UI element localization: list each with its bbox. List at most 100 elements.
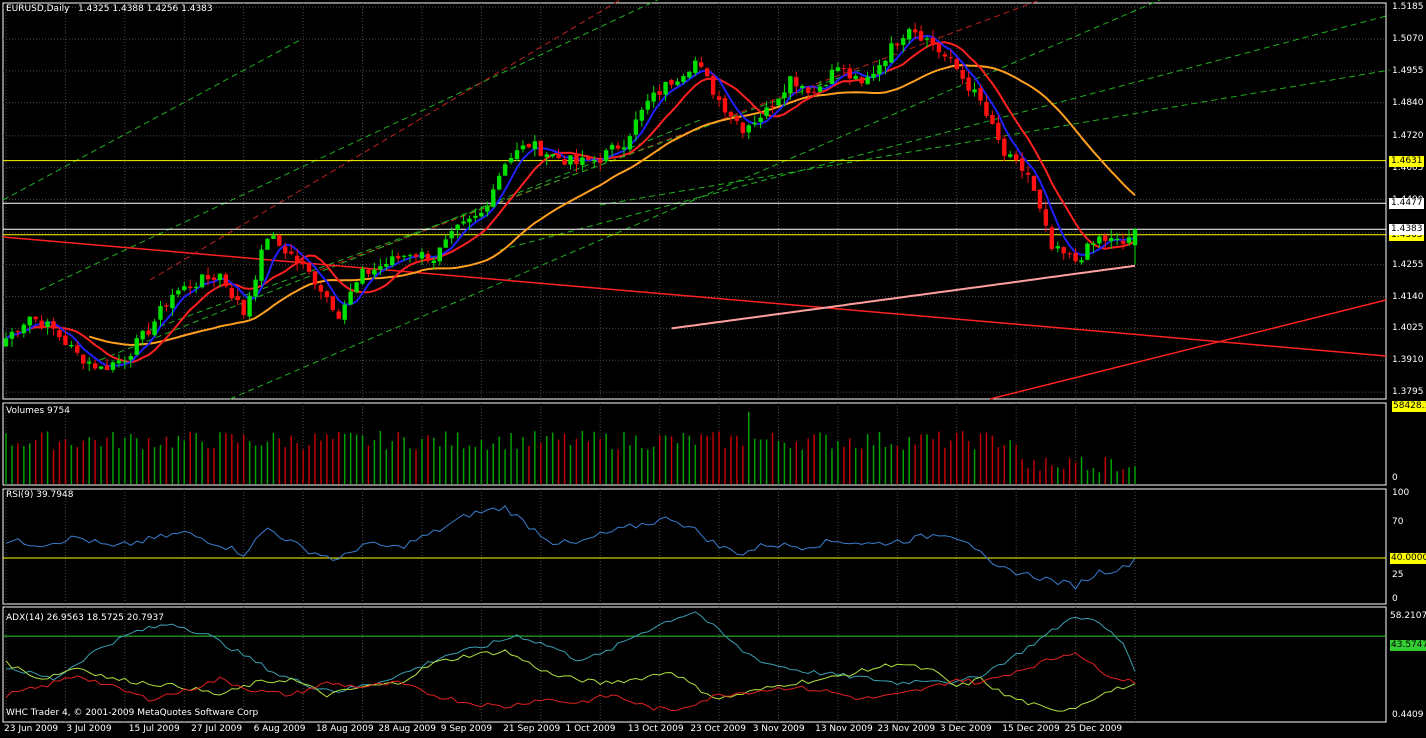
candle-body bbox=[407, 255, 413, 257]
candle-body bbox=[354, 282, 359, 293]
candle-body bbox=[378, 266, 383, 270]
candle-body bbox=[342, 304, 347, 320]
candle-body bbox=[996, 122, 1001, 140]
candle-body bbox=[526, 144, 532, 148]
candle-body bbox=[1002, 138, 1007, 156]
candle-body bbox=[51, 321, 56, 329]
candle-body bbox=[437, 247, 442, 262]
candle-body bbox=[1067, 253, 1072, 255]
candle-body bbox=[390, 256, 395, 266]
date-tick-label: 6 Aug 2009 bbox=[253, 724, 306, 734]
candle-body bbox=[63, 335, 68, 345]
volume-max-label: 58428.1 bbox=[1392, 401, 1426, 412]
candle-body bbox=[122, 361, 128, 363]
candle-body bbox=[538, 140, 543, 156]
candle-body bbox=[92, 363, 98, 369]
candle-body bbox=[770, 105, 775, 108]
candle-body bbox=[776, 98, 781, 106]
adx-level-label: 43.5747 bbox=[1390, 640, 1426, 651]
candle-body bbox=[306, 262, 312, 272]
candle-body bbox=[514, 150, 520, 160]
adx-min-label: 0.4409 bbox=[1392, 710, 1424, 720]
candle-body bbox=[81, 354, 86, 364]
candle-body bbox=[693, 60, 698, 73]
candle-body bbox=[681, 76, 686, 83]
price-tick-label: 1.4955 bbox=[1392, 65, 1424, 76]
candle-body bbox=[764, 107, 769, 117]
candle-body bbox=[871, 73, 876, 78]
candle-body bbox=[966, 77, 971, 91]
candle-body bbox=[235, 296, 240, 301]
adx-panel-title: ADX(14) 26.9563 18.5725 20.7937 bbox=[6, 613, 164, 623]
candle-body bbox=[586, 156, 591, 160]
price-tick-label: 1.4140 bbox=[1392, 291, 1424, 302]
candle-body bbox=[609, 144, 615, 150]
adx-plus-line bbox=[5, 649, 1136, 712]
price-tick-label: 1.4840 bbox=[1392, 97, 1424, 108]
price-tick-label: 1.4025 bbox=[1392, 323, 1424, 334]
candle-body bbox=[455, 224, 460, 231]
candle-body bbox=[1019, 158, 1025, 171]
date-tick-label: 23 Oct 2009 bbox=[690, 724, 746, 734]
rsi-level-label: 40.0000 bbox=[1390, 553, 1426, 564]
candle-body bbox=[170, 294, 175, 309]
price-tick-label: 1.3910 bbox=[1392, 355, 1424, 366]
candle-body bbox=[33, 316, 38, 320]
candle-body bbox=[461, 221, 466, 224]
candle-body bbox=[627, 136, 633, 150]
rsi-panel-title: RSI(9) 39.7948 bbox=[6, 490, 74, 500]
candle-body bbox=[877, 64, 882, 75]
candle-body bbox=[1114, 239, 1120, 241]
candle-body bbox=[1103, 235, 1108, 242]
candle-body bbox=[1132, 229, 1138, 246]
channel-line-2 bbox=[149, 0, 621, 281]
candle-body bbox=[645, 100, 650, 110]
candle-body bbox=[324, 291, 330, 298]
date-tick-label: 9 Sep 2009 bbox=[440, 724, 493, 734]
level-tag: 1.4477 bbox=[1389, 198, 1424, 210]
candle-body bbox=[788, 76, 793, 94]
trendline-down bbox=[2, 236, 1387, 357]
channel-line-5 bbox=[499, 14, 1391, 251]
candle-body bbox=[401, 255, 407, 257]
candle-body bbox=[978, 88, 983, 101]
date-tick-label: 23 Nov 2009 bbox=[877, 724, 936, 734]
candle-body bbox=[9, 331, 15, 339]
candle-body bbox=[568, 155, 573, 165]
candle-body bbox=[592, 159, 597, 161]
candle-body bbox=[930, 37, 936, 46]
candle-body bbox=[467, 218, 472, 223]
candle-body bbox=[205, 275, 211, 280]
candle-body bbox=[1126, 237, 1132, 243]
volume-panel-title: Volumes 9754 bbox=[6, 406, 70, 416]
candle-body bbox=[15, 331, 21, 333]
candle-body bbox=[954, 59, 959, 70]
candle-body bbox=[431, 260, 437, 264]
candle-body bbox=[491, 189, 496, 207]
channel-line-3 bbox=[319, 0, 1041, 271]
candle-body bbox=[794, 77, 799, 87]
candle-body bbox=[907, 29, 912, 40]
candle-body bbox=[734, 116, 740, 121]
candle-body bbox=[889, 43, 894, 63]
candle-body bbox=[98, 366, 104, 369]
date-tick-label: 13 Nov 2009 bbox=[815, 724, 873, 734]
panel-frame-3 bbox=[2, 606, 1387, 723]
date-tick-label: 21 Sep 2009 bbox=[503, 724, 561, 734]
candle-body bbox=[1031, 176, 1037, 191]
candle-body bbox=[817, 86, 823, 92]
candle-body bbox=[158, 306, 163, 320]
sma-mid-line bbox=[5, 41, 1136, 364]
price-tick-label: 1.4255 bbox=[1392, 259, 1424, 270]
candle-body bbox=[294, 255, 300, 263]
candle-body bbox=[865, 76, 870, 85]
candle-body bbox=[384, 264, 389, 267]
candle-body bbox=[372, 269, 377, 275]
date-tick-label: 15 Jul 2009 bbox=[128, 724, 180, 734]
candle-body bbox=[69, 344, 74, 347]
candle-body bbox=[782, 92, 787, 98]
candle-body bbox=[336, 311, 341, 319]
candle-body bbox=[193, 286, 199, 289]
candle-body bbox=[758, 117, 763, 123]
